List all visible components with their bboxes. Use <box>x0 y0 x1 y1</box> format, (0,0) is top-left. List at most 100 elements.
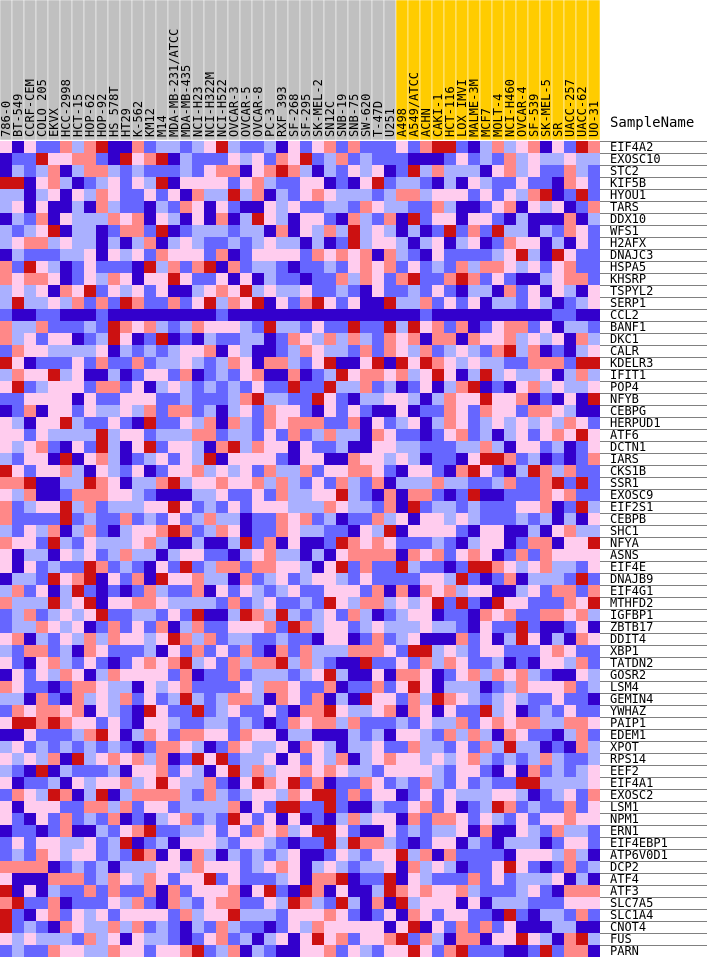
heatmap-cell <box>264 405 276 417</box>
heatmap-cell <box>168 261 180 273</box>
heatmap-cell <box>60 393 72 405</box>
heatmap-cell <box>384 189 396 201</box>
heatmap-cell <box>432 153 444 165</box>
heatmap-cell <box>180 921 192 933</box>
heatmap-cell <box>132 237 144 249</box>
heatmap-cell <box>180 873 192 885</box>
heatmap-cell <box>12 729 24 741</box>
heatmap-cell <box>504 885 516 897</box>
heatmap-cell <box>528 261 540 273</box>
heatmap-cell <box>216 201 228 213</box>
heatmap-cell <box>132 825 144 837</box>
heatmap-cell <box>252 165 264 177</box>
heatmap-cell <box>444 945 456 957</box>
heatmap-cell <box>312 297 324 309</box>
heatmap-cell <box>324 561 336 573</box>
heatmap-cell <box>216 441 228 453</box>
heatmap-cell <box>312 429 324 441</box>
heatmap-cell <box>0 381 12 393</box>
heatmap-cell <box>408 933 420 945</box>
heatmap-cell <box>576 813 588 825</box>
heatmap-cell <box>36 561 48 573</box>
heatmap-cell <box>264 633 276 645</box>
heatmap-cell <box>444 909 456 921</box>
heatmap-cell <box>576 933 588 945</box>
heatmap-cell <box>204 633 216 645</box>
heatmap-cell <box>408 381 420 393</box>
heatmap-cell <box>420 621 432 633</box>
heatmap-cell <box>60 405 72 417</box>
heatmap-cell <box>0 741 12 753</box>
heatmap-cell <box>396 705 408 717</box>
heatmap-cell <box>300 489 312 501</box>
heatmap-cell <box>324 165 336 177</box>
heatmap-cell <box>276 165 288 177</box>
heatmap-cell <box>96 405 108 417</box>
heatmap-cell <box>276 285 288 297</box>
heatmap-cell <box>552 597 564 609</box>
heatmap-cell <box>528 825 540 837</box>
heatmap-cell <box>120 861 132 873</box>
heatmap-cell <box>444 921 456 933</box>
heatmap-cell <box>588 621 600 633</box>
heatmap-cell <box>144 189 156 201</box>
heatmap-cell <box>336 897 348 909</box>
heatmap-cell <box>240 165 252 177</box>
heatmap-cell <box>252 765 264 777</box>
heatmap-cell <box>372 813 384 825</box>
heatmap-cell <box>12 669 24 681</box>
heatmap-cell <box>264 705 276 717</box>
heatmap-cell <box>312 381 324 393</box>
heatmap-cell <box>168 549 180 561</box>
heatmap-cell <box>552 357 564 369</box>
heatmap-cell <box>72 585 84 597</box>
heatmap-cell <box>108 417 120 429</box>
heatmap-cell <box>240 477 252 489</box>
heatmap-cell <box>264 165 276 177</box>
heatmap-cell <box>216 285 228 297</box>
heatmap-cell <box>420 393 432 405</box>
heatmap-cell <box>144 669 156 681</box>
heatmap-cell <box>276 453 288 465</box>
heatmap-cell <box>312 861 324 873</box>
heatmap-cell <box>228 717 240 729</box>
heatmap-cell <box>492 333 504 345</box>
heatmap-cell <box>156 669 168 681</box>
heatmap-cell <box>120 381 132 393</box>
heatmap-cell <box>540 165 552 177</box>
heatmap-cell <box>504 333 516 345</box>
heatmap-cell <box>372 285 384 297</box>
heatmap-cell <box>576 501 588 513</box>
heatmap-cell <box>324 297 336 309</box>
heatmap-cell <box>528 309 540 321</box>
row-label: SLC1A4 <box>610 908 653 922</box>
heatmap-cell <box>96 921 108 933</box>
heatmap-cell <box>384 681 396 693</box>
heatmap-cell <box>120 813 132 825</box>
heatmap-cell <box>180 813 192 825</box>
heatmap-cell <box>0 165 12 177</box>
heatmap-cell <box>372 621 384 633</box>
heatmap-cell <box>228 741 240 753</box>
heatmap-cell <box>252 417 264 429</box>
heatmap-cell <box>12 789 24 801</box>
heatmap-cell <box>360 453 372 465</box>
heatmap-cell <box>240 729 252 741</box>
heatmap-cell <box>312 885 324 897</box>
heatmap-cell <box>516 321 528 333</box>
heatmap-cell <box>552 573 564 585</box>
heatmap-cell <box>528 945 540 957</box>
heatmap-cell <box>144 801 156 813</box>
heatmap-cell <box>84 789 96 801</box>
heatmap-cell <box>36 489 48 501</box>
heatmap-cell <box>396 825 408 837</box>
heatmap-cell <box>588 645 600 657</box>
heatmap-cell <box>264 177 276 189</box>
heatmap-cell <box>108 753 120 765</box>
heatmap-cell <box>324 681 336 693</box>
heatmap-cell <box>168 381 180 393</box>
heatmap-cell <box>540 453 552 465</box>
heatmap-cell <box>24 429 36 441</box>
heatmap-cell <box>264 525 276 537</box>
heatmap-cell <box>324 153 336 165</box>
